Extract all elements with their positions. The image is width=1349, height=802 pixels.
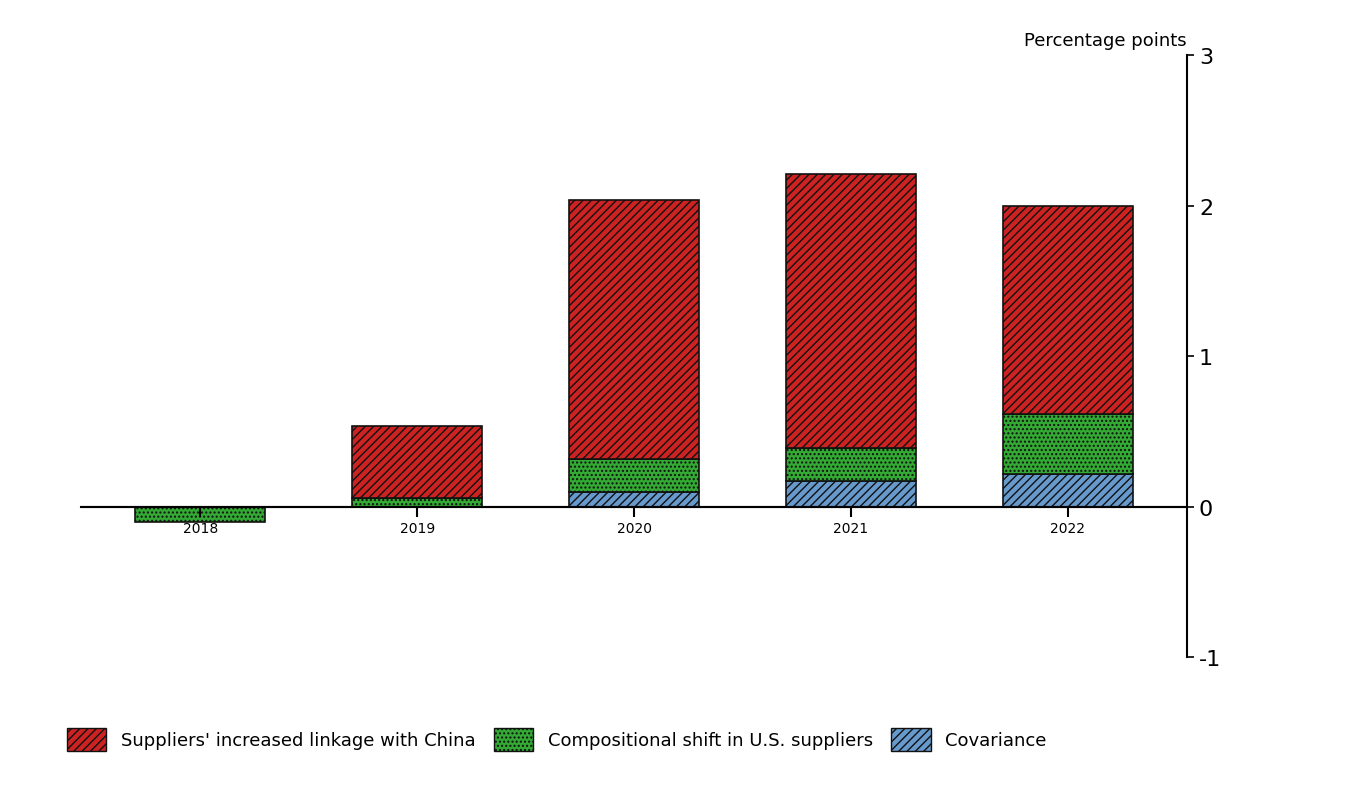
Bar: [786, 448, 916, 482]
Bar: [1002, 474, 1133, 507]
Bar: [569, 459, 699, 492]
Bar: [786, 482, 916, 507]
Bar: [569, 492, 699, 507]
Bar: [1002, 206, 1133, 414]
Bar: [786, 175, 916, 448]
Bar: [352, 498, 482, 507]
Bar: [1002, 414, 1133, 474]
Bar: [135, 507, 266, 522]
Bar: [352, 426, 482, 498]
Bar: [569, 200, 699, 459]
Text: Percentage points: Percentage points: [1024, 32, 1187, 50]
Legend: Suppliers' increased linkage with China, Compositional shift in U.S. suppliers, : Suppliers' increased linkage with China,…: [66, 727, 1047, 751]
